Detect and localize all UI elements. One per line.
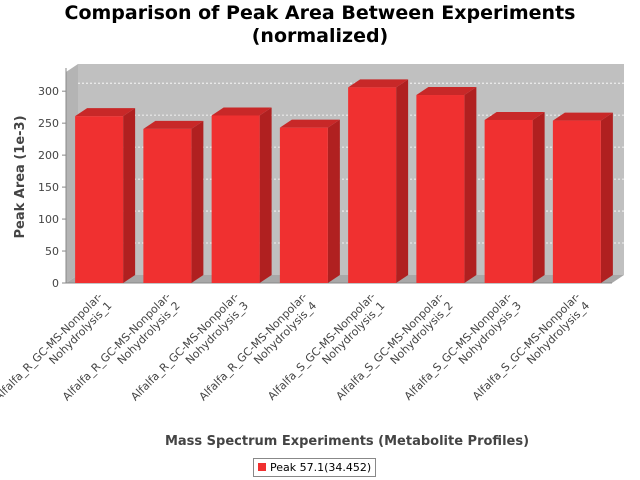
bar bbox=[552, 112, 613, 284]
x-axis-label: Mass Spectrum Experiments (Metabolite Pr… bbox=[165, 434, 529, 449]
y-tick-label: 250 bbox=[38, 117, 59, 130]
chart-title: Comparison of Peak Area Between Experime… bbox=[0, 2, 640, 48]
bar-side bbox=[396, 79, 409, 283]
bar-side bbox=[327, 119, 340, 283]
bar-side bbox=[600, 112, 613, 284]
bar bbox=[348, 79, 409, 283]
bar-side bbox=[464, 87, 477, 283]
bar-front bbox=[75, 116, 124, 283]
chart-title-line-2: (normalized) bbox=[251, 25, 389, 47]
bar-front bbox=[552, 120, 601, 284]
bar-top bbox=[75, 108, 136, 117]
bar-top bbox=[552, 112, 613, 121]
bar-front bbox=[484, 119, 533, 283]
plot-floor bbox=[66, 275, 624, 283]
y-tick-label: 200 bbox=[38, 149, 59, 162]
bar-side bbox=[123, 108, 136, 283]
plot-side-wall bbox=[66, 64, 78, 283]
x-tick-label-line: Alfalfa_R_GC-MS-Nonpolar- bbox=[128, 290, 241, 403]
bar bbox=[416, 87, 477, 283]
y-tick-label: 150 bbox=[38, 181, 59, 194]
chart-title-line-1: Comparison of Peak Area Between Experime… bbox=[64, 2, 576, 24]
bar bbox=[484, 111, 545, 283]
bar-side bbox=[191, 120, 204, 283]
legend: Peak 57.1(34.452) bbox=[253, 458, 377, 477]
bar bbox=[279, 119, 340, 283]
bar-front bbox=[143, 128, 192, 283]
y-tick-label: 0 bbox=[52, 277, 59, 290]
x-tick-label-line: Alfalfa_R_GC-MS-Nonpolar- bbox=[197, 290, 310, 403]
bar bbox=[143, 120, 204, 283]
bar-top bbox=[416, 87, 477, 96]
bar bbox=[211, 107, 272, 283]
legend-label: Peak 57.1(34.452) bbox=[270, 461, 372, 474]
x-tick-label-line: Alfalfa_R_GC-MS-Nonpolar- bbox=[0, 290, 105, 403]
x-tick-label-line: Alfalfa_S_GC-MS-Nonpolar- bbox=[470, 290, 583, 403]
y-tick-label: 50 bbox=[45, 245, 59, 258]
x-tick-labels: Alfalfa_R_GC-MS-Nonpolar-Nohydrolysis_1A… bbox=[0, 290, 592, 413]
bars bbox=[75, 79, 613, 284]
y-tick-label: 100 bbox=[38, 213, 59, 226]
x-tick-label-line: Alfalfa_S_GC-MS-Nonpolar- bbox=[265, 290, 378, 403]
bar-top bbox=[348, 79, 409, 88]
bar bbox=[75, 108, 136, 283]
bar-top bbox=[279, 119, 340, 128]
bar-front bbox=[211, 115, 260, 283]
x-tick-label: Alfalfa_R_GC-MS-Nonpolar-Nohydrolysis_1 bbox=[0, 290, 114, 413]
bar-top bbox=[211, 107, 272, 116]
bar-side bbox=[532, 111, 545, 283]
bar-top bbox=[143, 120, 204, 129]
y-tick-labels: 0 50 100 150 200 250 300 bbox=[38, 85, 66, 290]
bar-front bbox=[279, 127, 328, 283]
y-axis-label: Peak Area (1e-3) bbox=[13, 115, 28, 238]
x-tick-label-line: Alfalfa_S_GC-MS-Nonpolar- bbox=[334, 290, 447, 403]
y-tick-label: 300 bbox=[38, 85, 59, 98]
bar-side bbox=[259, 107, 272, 283]
bar-top bbox=[484, 111, 545, 120]
x-tick-label-line: Alfalfa_S_GC-MS-Nonpolar- bbox=[402, 290, 515, 403]
legend-swatch bbox=[258, 463, 266, 471]
x-tick-label-line: Alfalfa_R_GC-MS-Nonpolar- bbox=[60, 290, 173, 403]
bar-front bbox=[416, 95, 465, 283]
bar-front bbox=[348, 87, 397, 283]
